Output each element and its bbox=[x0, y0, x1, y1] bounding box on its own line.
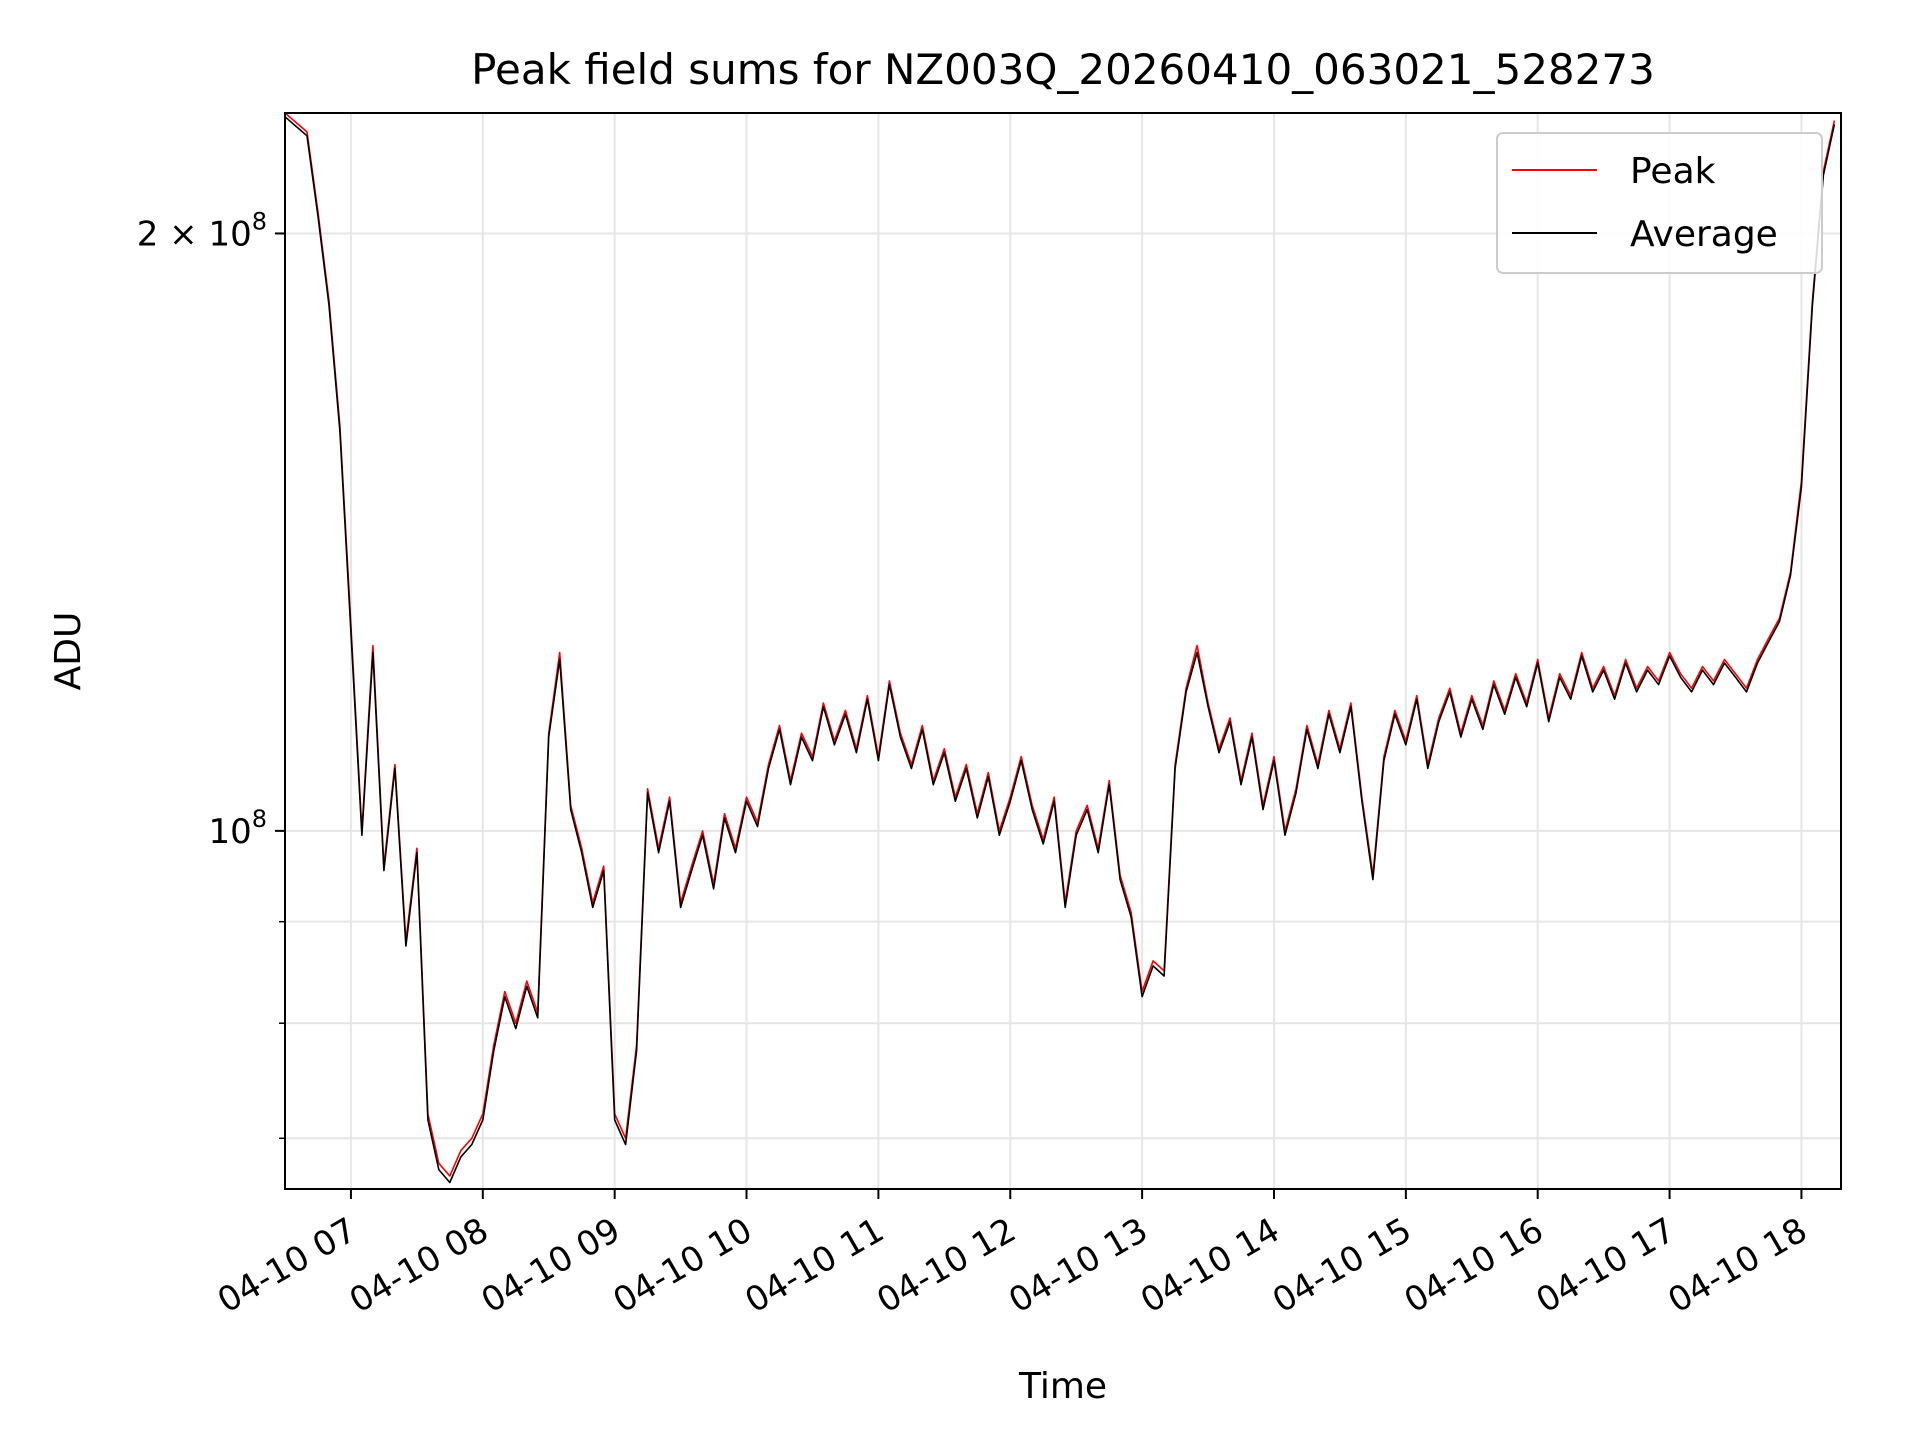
y-tick-label: 108 bbox=[208, 805, 267, 852]
legend-label-peak: Peak bbox=[1630, 151, 1716, 192]
y-tick-label-base: 10 bbox=[208, 812, 251, 852]
x-tick-label: 04-10 09 bbox=[475, 1210, 627, 1321]
legend-label-average: Average bbox=[1630, 214, 1778, 255]
y-tick-label: 2 × 108 bbox=[137, 207, 267, 254]
legend: Peak Average bbox=[1496, 132, 1823, 274]
y-tick-label-base: 2 × 10 bbox=[137, 214, 252, 254]
x-tick-label: 04-10 16 bbox=[1398, 1210, 1550, 1321]
chart-title: Peak field sums for NZ003Q_20260410_0630… bbox=[471, 45, 1655, 94]
plot-frame bbox=[284, 112, 1842, 1190]
series-layer bbox=[284, 112, 1836, 1184]
x-tick-label: 04-10 11 bbox=[738, 1210, 890, 1321]
x-tick-label: 04-10 13 bbox=[1002, 1210, 1154, 1321]
x-tick-label: 04-10 17 bbox=[1530, 1210, 1682, 1321]
legend-box bbox=[1496, 132, 1823, 274]
x-tick-label: 04-10 18 bbox=[1662, 1210, 1814, 1321]
series-line-average bbox=[284, 116, 1836, 1184]
x-tick-label: 04-10 14 bbox=[1134, 1210, 1286, 1321]
x-tick-label: 04-10 08 bbox=[343, 1210, 495, 1321]
grid bbox=[285, 113, 1841, 1189]
x-tick-label: 04-10 10 bbox=[607, 1210, 759, 1321]
y-axis-label: ADU bbox=[48, 612, 89, 691]
x-tick-label: 04-10 07 bbox=[211, 1210, 363, 1321]
x-axis-label: Time bbox=[1018, 1366, 1107, 1407]
x-tick-label: 04-10 12 bbox=[870, 1210, 1022, 1321]
y-tick-label-exponent: 8 bbox=[252, 207, 267, 235]
y-tick-label-exponent: 8 bbox=[252, 805, 267, 833]
x-tick-label: 04-10 15 bbox=[1266, 1210, 1418, 1321]
